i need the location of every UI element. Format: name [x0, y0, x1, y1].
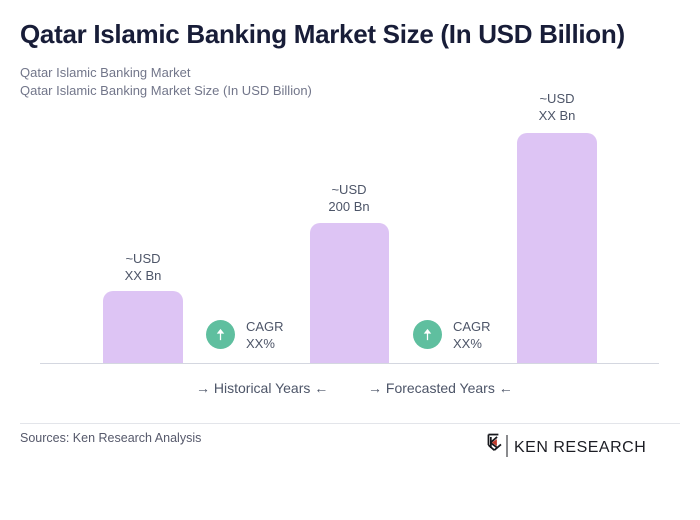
svg-text:KEN RESEARCH: KEN RESEARCH [514, 439, 646, 456]
